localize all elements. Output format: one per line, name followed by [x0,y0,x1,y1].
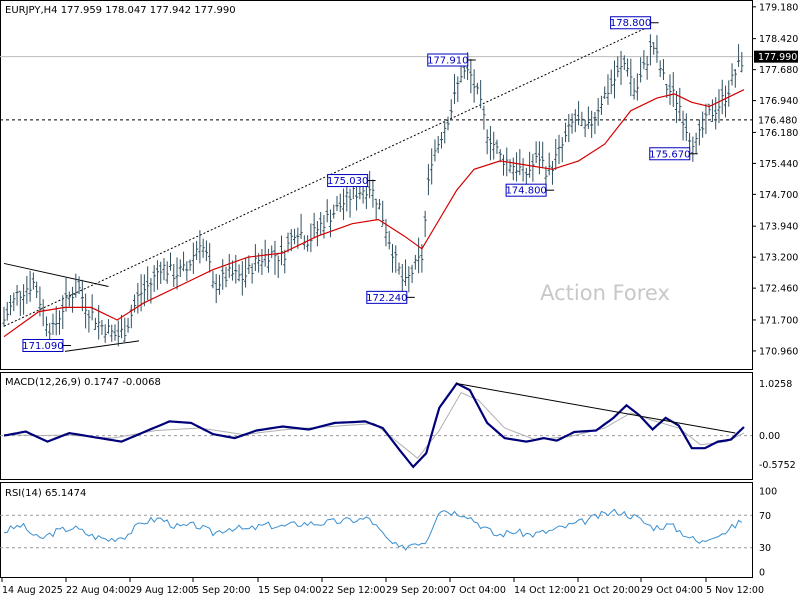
current-price-tag: 177.990 [758,52,797,63]
x-tick-label: 29 Sep 20:00 [386,585,449,596]
macd-y-tick-label: 1.0258 [759,379,792,390]
macd-y-tick-label: -0.5752 [759,460,796,471]
y-tick-label: 170.960 [759,346,798,357]
macd-trendline [456,383,736,434]
macd-header: MACD(12,26,9) 0.1747 -0.0068 [5,377,161,388]
rsi-y-tick-label: 0 [759,568,765,579]
x-tick-label: 14 Oct 12:00 [514,585,576,596]
rsi-header: RSI(14) 65.1474 [5,488,86,499]
x-tick-label: 21 Oct 20:00 [578,585,640,596]
moving-average-line [3,89,745,338]
price-label: 172.240 [366,293,407,304]
y-tick-label: 179.180 [759,2,798,13]
y-tick-label: 177.680 [759,65,798,76]
y-tick-label: 174.700 [759,190,798,201]
x-tick-label: 15 Sep 04:00 [258,585,321,596]
current-price-tag-bg [754,50,798,63]
price-label: 171.090 [22,341,63,352]
macd-panel-frame [0,372,753,480]
level-price-tag-bg [754,113,798,126]
price-label: 177.910 [427,56,468,67]
x-tick-label: 29 Aug 12:00 [130,585,194,596]
x-tick-label: 22 Sep 12:00 [322,585,385,596]
rsi-y-tick-label: 100 [759,487,777,498]
macd-main-line [3,382,745,469]
y-tick-label: 176.180 [759,128,798,139]
y-tick-label: 175.440 [759,159,798,170]
y-tick-label: 176.940 [759,96,798,107]
level-price-tag: 176.480 [758,115,797,126]
price-panel-frame [0,0,753,370]
macd-signal-line [3,391,745,460]
y-tick-label: 173.940 [759,222,798,233]
trendline-2 [3,262,109,287]
x-tick-label: 7 Oct 04:00 [450,585,506,596]
x-tick-label: 29 Oct 04:00 [641,585,703,596]
rsi-y-tick-label: 70 [759,511,771,522]
price-label: 175.670 [649,149,690,160]
y-tick-label: 172.460 [759,284,798,295]
chart-header: EURJPY,H4 177.959 178.047 177.942 177.99… [5,5,236,16]
rsi-y-tick-label: 30 [759,543,771,554]
rsi-panel-frame [0,482,753,578]
trendline-3 [64,340,140,352]
rsi-line [3,508,743,551]
y-tick-label: 178.420 [759,34,798,45]
y-tick-label: 173.200 [759,253,798,264]
watermark: Action Forex [540,281,670,305]
y-tick-label: 171.700 [759,315,798,326]
price-label: 178.800 [610,18,651,29]
x-tick-label: 14 Aug 2025 [2,585,63,596]
macd-y-tick-label: 0.00 [759,431,780,442]
x-tick-label: 5 Sep 20:00 [193,585,250,596]
x-tick-label: 22 Aug 04:00 [66,585,130,596]
price-label: 174.800 [505,186,546,197]
x-tick-label: 5 Nov 12:00 [706,585,764,596]
price-label: 175.030 [327,176,368,187]
